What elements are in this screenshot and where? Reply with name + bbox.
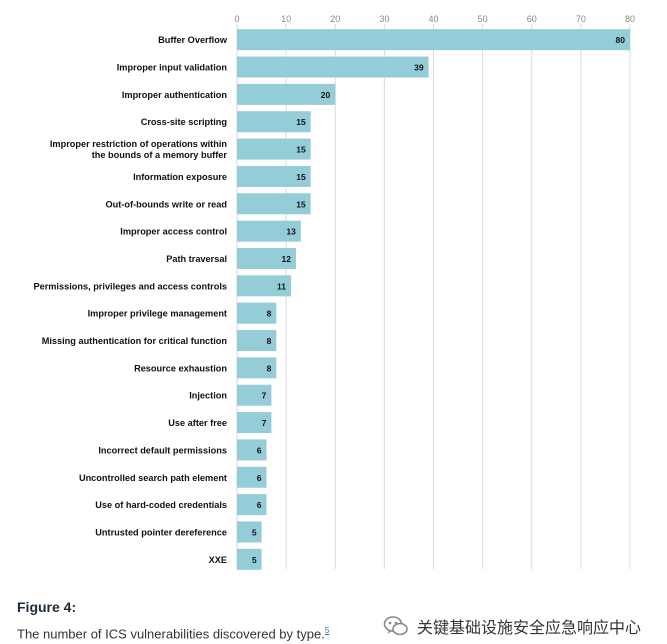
bar <box>237 548 262 570</box>
figure-caption: Figure 4: The number of ICS vulnerabilit… <box>17 597 397 644</box>
category-label: XXE <box>209 555 227 565</box>
watermark: 关键基础设施安全应急响应中心 <box>383 612 641 640</box>
category-label: Buffer Overflow <box>158 35 228 45</box>
value-label: 8 <box>267 309 272 319</box>
value-label: 13 <box>286 227 296 237</box>
value-label: 6 <box>257 500 262 510</box>
value-label: 80 <box>616 35 626 45</box>
value-label: 11 <box>277 281 286 291</box>
value-label: 5 <box>252 527 257 537</box>
category-label: Injection <box>189 391 227 401</box>
value-label: 12 <box>281 254 291 264</box>
x-tick-label: 80 <box>625 14 635 24</box>
value-label: 15 <box>296 172 306 182</box>
bar <box>237 412 272 434</box>
bar <box>237 357 277 379</box>
category-label: Resource exhaustion <box>134 363 227 373</box>
category-label: Improper restriction of operations withi… <box>50 139 228 149</box>
bar <box>237 111 311 133</box>
bar <box>237 193 311 215</box>
value-label: 15 <box>296 117 306 127</box>
value-label: 15 <box>296 145 306 155</box>
category-label: Cross-site scripting <box>141 117 227 127</box>
bar <box>237 494 267 516</box>
bar <box>237 384 272 406</box>
figure-description: The number of ICS vulnerabilities discov… <box>17 621 397 644</box>
x-tick-label: 20 <box>330 14 340 24</box>
value-label: 15 <box>296 199 306 209</box>
category-label: Permissions, privileges and access contr… <box>33 281 227 291</box>
value-label: 7 <box>262 391 267 401</box>
bar <box>237 439 267 461</box>
bar <box>237 56 429 78</box>
category-label: Missing authentication for critical func… <box>42 336 228 346</box>
figure-title: Figure 4: <box>17 599 77 615</box>
value-label: 8 <box>267 363 272 373</box>
value-label: 6 <box>257 473 262 483</box>
x-tick-label: 10 <box>281 14 291 24</box>
x-tick-label: 60 <box>527 14 537 24</box>
figure-description-text: The number of ICS vulnerabilities discov… <box>17 626 325 642</box>
value-label: 7 <box>262 418 267 428</box>
footnote-link[interactable]: 5 <box>324 626 330 635</box>
value-label: 5 <box>252 555 257 565</box>
category-label: Improper access control <box>120 227 227 237</box>
value-label: 8 <box>267 336 272 346</box>
bar <box>237 220 301 242</box>
watermark-text: 关键基础设施安全应急响应中心 <box>417 618 642 637</box>
bar <box>237 247 296 269</box>
value-label: 39 <box>414 63 424 73</box>
category-label: the bounds of a memory buffer <box>92 150 228 160</box>
category-label: Improper input validation <box>117 63 228 73</box>
x-tick-label: 40 <box>428 14 438 24</box>
category-label: Use of hard-coded credentials <box>95 500 227 510</box>
category-label: Use after free <box>168 418 227 428</box>
category-label: Out-of-bounds write or read <box>106 199 227 209</box>
bar <box>237 521 262 543</box>
wechat-official-account-icon <box>383 616 408 636</box>
category-label: Path traversal <box>166 254 227 264</box>
category-label: Incorrect default permissions <box>98 445 227 455</box>
category-label: Improper privilege management <box>88 309 227 319</box>
x-tick-label: 0 <box>234 14 239 24</box>
bar <box>237 466 267 488</box>
bar <box>237 302 277 324</box>
x-tick-label: 30 <box>379 14 389 24</box>
bar <box>237 330 277 352</box>
category-label: Improper authentication <box>122 90 228 100</box>
bar <box>237 275 292 297</box>
bar-chart: 0 10 20 30 40 50 60 70 80 Buffer Overflow 80 Improp… <box>33 14 635 570</box>
value-label: 20 <box>321 90 331 100</box>
category-label: Uncontrolled search path element <box>79 473 227 483</box>
bar <box>237 165 311 187</box>
category-label: Information exposure <box>133 172 227 182</box>
bar <box>237 138 311 160</box>
value-label: 6 <box>257 445 262 455</box>
bar <box>237 29 630 51</box>
category-label: Untrusted pointer dereference <box>95 527 227 537</box>
bar <box>237 83 336 105</box>
x-tick-label: 50 <box>478 14 488 24</box>
x-tick-label: 70 <box>576 14 586 24</box>
